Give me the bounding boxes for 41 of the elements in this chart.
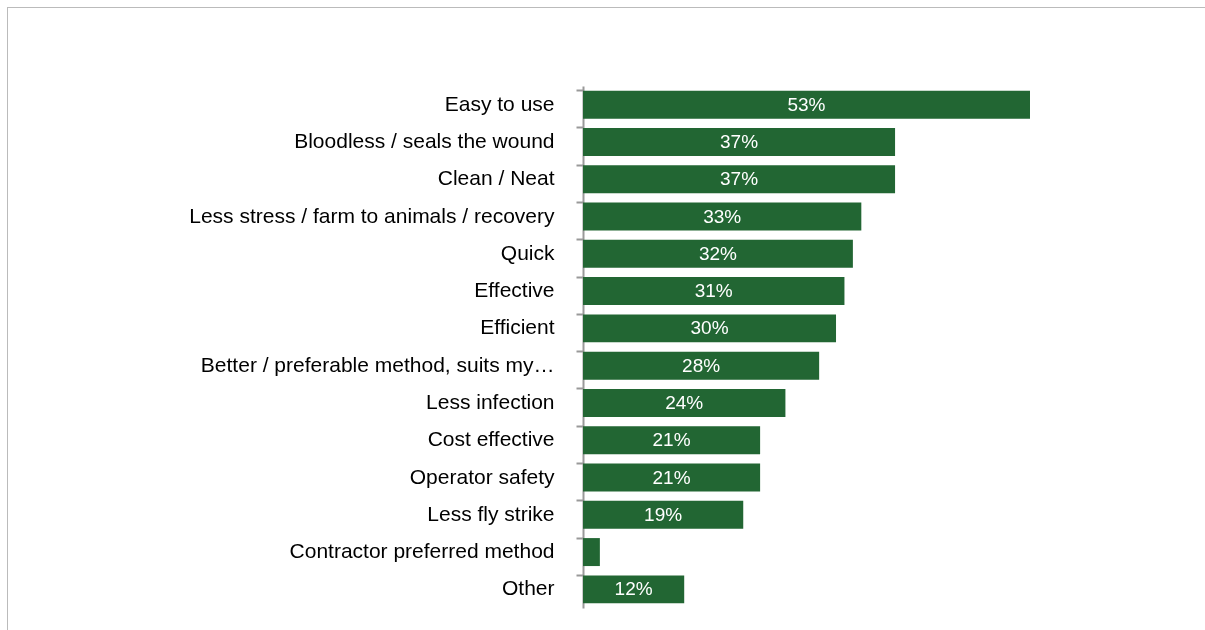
data-label: 37% [720, 130, 759, 152]
y-tick-label: Less infection [426, 389, 555, 413]
bar [583, 500, 744, 529]
bar [583, 314, 837, 343]
y-tick-label: Efficient [480, 315, 555, 339]
data-label: 21% [652, 466, 691, 488]
bar [583, 463, 761, 492]
bar [583, 202, 862, 231]
bar [583, 351, 820, 380]
y-tick-label: Bloodless / seals the wound [294, 128, 555, 152]
data-label: 19% [644, 503, 683, 525]
y-tick-label: Contractor preferred method [289, 539, 555, 563]
data-label: 53% [787, 93, 826, 115]
bar [583, 90, 1030, 119]
bar [583, 426, 761, 455]
y-tick-label: Easy to use [444, 91, 555, 115]
bar [583, 239, 853, 268]
data-label: 28% [682, 354, 721, 376]
data-label: 32% [698, 242, 738, 264]
data-label: 12% [614, 578, 653, 600]
y-tick-label: Quick [500, 240, 555, 264]
bar [583, 277, 845, 306]
data-label: 33% [703, 205, 742, 227]
y-tick-label: Operator safety [409, 464, 555, 488]
data-label: 30% [690, 317, 729, 339]
y-tick-label: Better / preferable method, suits my… [200, 352, 555, 376]
data-label: 37% [720, 168, 759, 190]
data-label: 21% [652, 429, 691, 451]
y-tick-label: Less stress / farm to animals / recovery [189, 203, 555, 227]
data-label: 31% [694, 280, 733, 302]
bar [583, 538, 600, 567]
y-tick-label: Cost effective [427, 427, 555, 451]
y-tick-label: Less fly strike [427, 501, 555, 525]
data-label: 24% [665, 391, 704, 413]
y-tick-label: Effective [474, 278, 555, 302]
bar [583, 388, 786, 417]
bar [583, 165, 896, 194]
y-tick-label: Other [501, 576, 555, 600]
bar [583, 575, 685, 604]
bar [583, 127, 896, 156]
y-tick-label: Clean / Neat [437, 166, 555, 190]
